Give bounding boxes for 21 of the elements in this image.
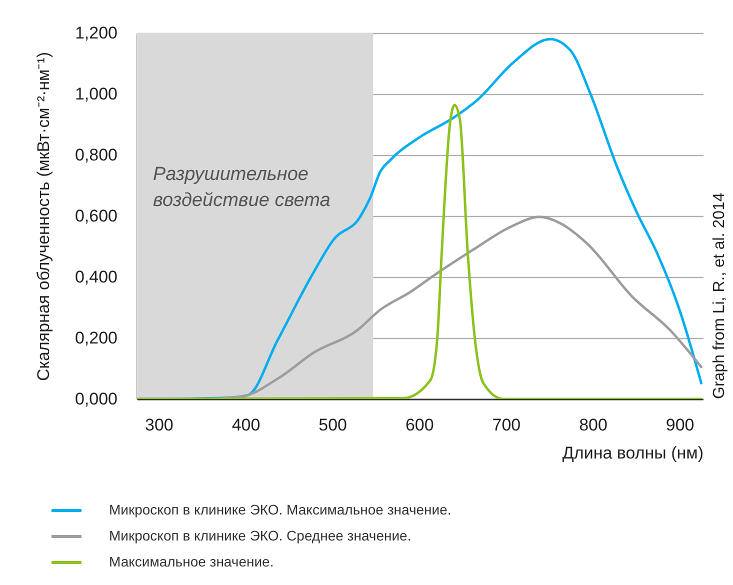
x-tick-label: 400 <box>232 416 260 434</box>
y-tick-label: 0,800 <box>74 146 118 164</box>
legend-label: Максимальное значение. <box>109 554 274 570</box>
x-tick-label: 300 <box>145 416 174 434</box>
x-tick-label: 800 <box>579 416 608 434</box>
x-tick-label: 700 <box>492 416 521 434</box>
y-tick-label: 1,200 <box>74 24 118 42</box>
y-tick-label: 0,200 <box>74 328 118 348</box>
y-tick-label: 0,400 <box>74 268 118 286</box>
y-axis-title: Скалярная облученность (мкВт·см⁻²·нм⁻¹) <box>34 52 53 382</box>
x-tick-label: 900 <box>666 416 694 434</box>
legend-label: Микроскоп в клинике ЭКО. Среднее значение. <box>109 528 412 544</box>
x-tick-label: 500 <box>318 416 348 434</box>
y-tick-label: 0,600 <box>74 206 118 226</box>
y-tick-label: 1,000 <box>74 84 118 104</box>
text: Graph from Li, R., et al. 2014 <box>711 192 728 399</box>
y-tick-label: 0,000 <box>74 390 118 408</box>
band-label: Разрушительное воздействие света <box>153 164 330 211</box>
x-tick-label: 600 <box>405 416 434 434</box>
x-axis-title: Длина волны (нм) <box>562 444 704 462</box>
legend-label: Микроскоп в клинике ЭКО. Максимальное значение. <box>109 502 452 518</box>
